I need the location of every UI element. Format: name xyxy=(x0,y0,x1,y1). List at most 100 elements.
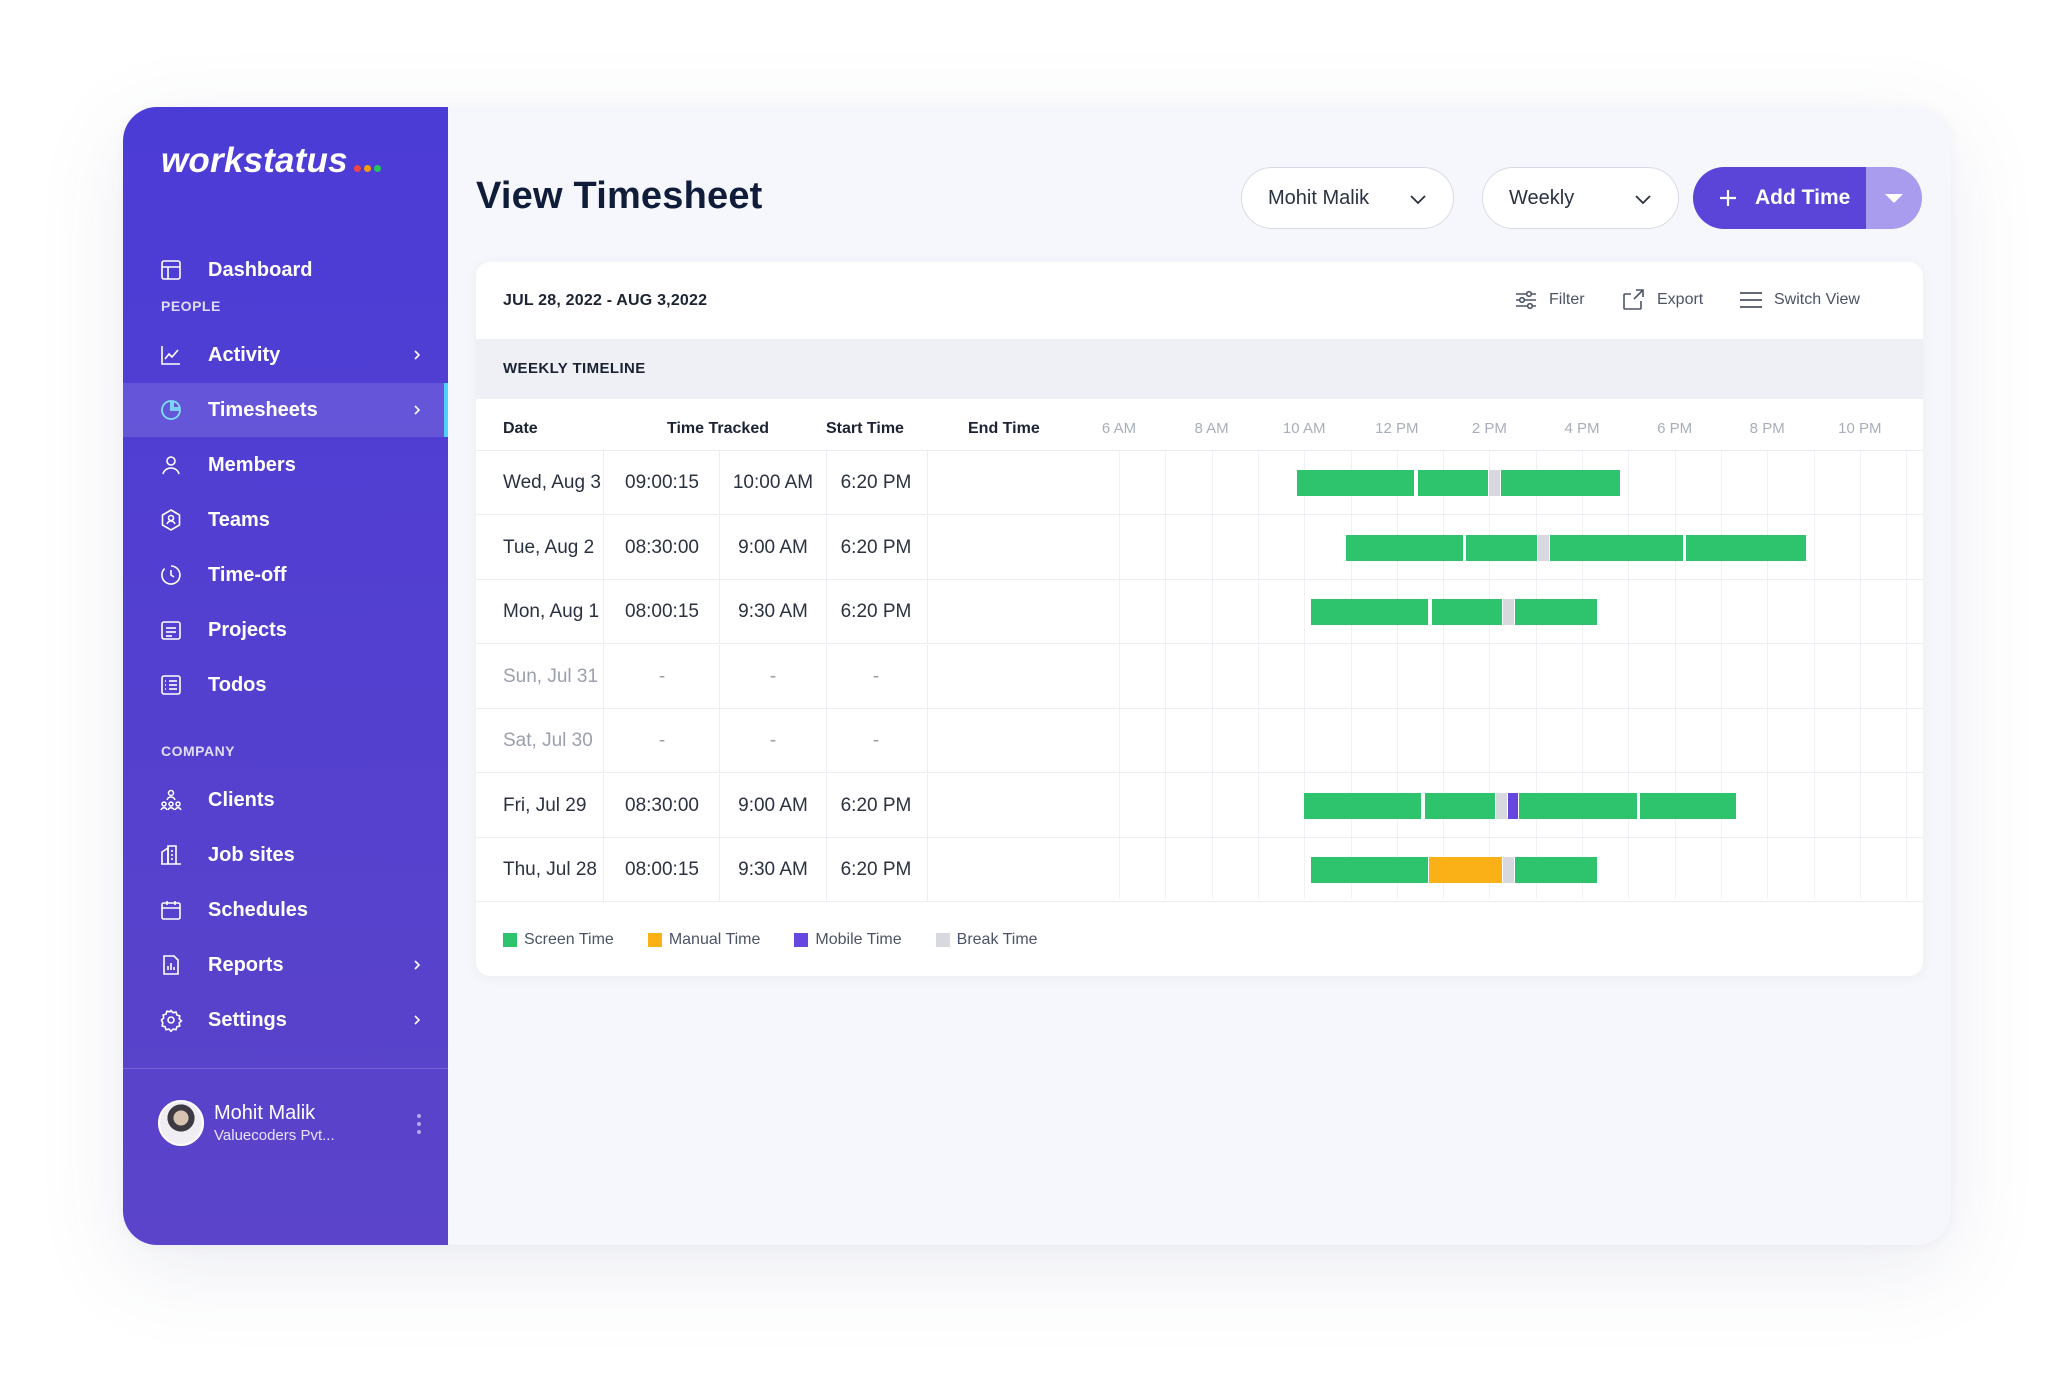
user-name: Mohit Malik xyxy=(214,1102,316,1124)
break-time-segment[interactable] xyxy=(1503,857,1514,883)
column-separator xyxy=(826,515,827,580)
screen-time-segment[interactable] xyxy=(1466,534,1537,561)
timeline-gridline xyxy=(1720,451,1722,899)
column-separator xyxy=(927,515,928,580)
cell-date: Thu, Jul 28 xyxy=(503,859,597,880)
screen-time-segment[interactable] xyxy=(1417,470,1489,496)
sidebar-item-teams[interactable]: Teams xyxy=(123,493,448,547)
timeline-tick-label: 10 AM xyxy=(1282,420,1326,437)
add-time-dropdown-toggle[interactable] xyxy=(1866,167,1922,229)
workstatus-logo[interactable]: workstatus xyxy=(161,141,381,185)
sidebar-item-timesheets[interactable]: Timesheets xyxy=(123,383,448,437)
sidebar-item-label: Reports xyxy=(208,953,284,976)
sidebar-divider xyxy=(123,1068,448,1069)
timesheet-row[interactable]: Fri, Jul 29 08:30:00 9:00 AM 6:20 PM xyxy=(476,773,1923,838)
screen-time-segment[interactable] xyxy=(1304,792,1422,819)
column-separator xyxy=(603,515,604,580)
caret-down-icon xyxy=(1885,194,1903,203)
screen-time-segment[interactable] xyxy=(1549,534,1683,561)
manual-time-segment[interactable] xyxy=(1429,857,1503,883)
cell-start: 9:30 AM xyxy=(738,859,808,880)
more-options-icon[interactable] xyxy=(416,1112,422,1136)
sidebar: workstatus Dashboard PEOPLE Activity Tim… xyxy=(123,107,448,1245)
mobile-time-segment[interactable] xyxy=(1507,792,1519,819)
sidebar-item-label: Time-off xyxy=(208,563,287,586)
logo-dots xyxy=(353,165,381,172)
sidebar-item-timeoff[interactable]: Time-off xyxy=(123,548,448,602)
column-separator xyxy=(719,838,720,902)
weekly-timeline-header: WEEKLY TIMELINE xyxy=(476,339,1923,399)
screen-time-segment[interactable] xyxy=(1297,470,1415,496)
app-window: workstatus Dashboard PEOPLE Activity Tim… xyxy=(123,107,1951,1245)
timeline-gridline xyxy=(1489,451,1491,899)
screen-time-segment[interactable] xyxy=(1345,534,1463,561)
teams-icon xyxy=(161,509,181,531)
sidebar-item-activity[interactable]: Activity xyxy=(123,328,448,382)
timesheet-row[interactable]: Sun, Jul 31 - - - xyxy=(476,644,1923,709)
export-button[interactable]: Export xyxy=(1621,284,1703,316)
column-separator xyxy=(826,773,827,838)
calendar-icon xyxy=(161,901,181,920)
cell-end: 6:20 PM xyxy=(840,536,912,558)
screen-time-segment[interactable] xyxy=(1500,470,1621,496)
sidebar-item-settings[interactable]: Settings xyxy=(123,993,448,1047)
column-separator xyxy=(719,451,720,515)
break-time-segment[interactable] xyxy=(1538,534,1549,561)
sidebar-item-label: Todos xyxy=(208,673,267,696)
break-time-segment[interactable] xyxy=(1496,792,1507,819)
column-separator xyxy=(927,451,928,515)
timeline-gridline xyxy=(1859,451,1861,899)
timesheet-row[interactable]: Sat, Jul 30 - - - xyxy=(476,709,1923,773)
sidebar-item-clients[interactable]: Clients xyxy=(123,773,448,827)
screen-time-segment[interactable] xyxy=(1519,792,1637,819)
timesheet-row[interactable]: Wed, Aug 3 09:00:15 10:00 AM 6:20 PM xyxy=(476,451,1923,515)
timeline-tick-label: 4 PM xyxy=(1564,420,1600,437)
cell-date: Tue, Aug 2 xyxy=(503,536,595,558)
break-time-segment[interactable] xyxy=(1489,470,1500,496)
user-profile[interactable]: Mohit Malik Valuecoders Pvt... xyxy=(158,1100,428,1148)
cell-start: 9:00 AM xyxy=(738,536,808,558)
member-select[interactable]: Mohit Malik xyxy=(1241,167,1454,229)
sidebar-item-jobsites[interactable]: Job sites xyxy=(123,828,448,882)
screen-time-segment[interactable] xyxy=(1686,534,1806,561)
cell-tracked: - xyxy=(658,665,666,687)
filter-button[interactable]: Filter xyxy=(1513,284,1585,316)
user-icon xyxy=(162,456,180,475)
cell-tracked: 08:30:00 xyxy=(625,536,699,558)
timesheet-row[interactable]: Tue, Aug 2 08:30:00 9:00 AM 6:20 PM xyxy=(476,515,1923,580)
column-separator xyxy=(603,580,604,644)
sidebar-item-dashboard[interactable]: Dashboard xyxy=(123,243,448,297)
screen-time-segment[interactable] xyxy=(1639,792,1737,819)
timesheet-row[interactable]: Thu, Jul 28 08:00:15 9:30 AM 6:20 PM xyxy=(476,838,1923,902)
sidebar-item-members[interactable]: Members xyxy=(123,438,448,492)
break-time-segment[interactable] xyxy=(1503,599,1514,625)
screen-time-segment[interactable] xyxy=(1311,599,1429,625)
gear-icon xyxy=(160,1009,183,1032)
timesheet-row[interactable]: Mon, Aug 1 08:00:15 9:30 AM 6:20 PM xyxy=(476,580,1923,644)
cell-end: - xyxy=(872,730,880,751)
switch-view-button[interactable]: Switch View xyxy=(1738,284,1860,316)
sidebar-item-label: Settings xyxy=(208,1008,287,1031)
column-separator xyxy=(927,580,928,644)
timeline-gridline xyxy=(1211,451,1213,899)
sidebar-item-label: Teams xyxy=(208,508,270,531)
sidebar-item-todos[interactable]: Todos xyxy=(123,658,448,712)
screen-time-segment[interactable] xyxy=(1311,857,1429,883)
screen-time-segment[interactable] xyxy=(1514,599,1598,625)
add-time-button[interactable]: Add Time xyxy=(1693,167,1866,229)
legend-item-mobile: Mobile Time xyxy=(794,931,902,949)
timeline-gridline xyxy=(1813,451,1815,899)
column-separator xyxy=(603,838,604,902)
column-separator xyxy=(927,773,928,838)
sidebar-item-schedules[interactable]: Schedules xyxy=(123,883,448,937)
sidebar-item-projects[interactable]: Projects xyxy=(123,603,448,657)
timeline-tick-label: 6 PM xyxy=(1657,420,1693,437)
screen-time-segment[interactable] xyxy=(1431,599,1503,625)
period-select[interactable]: Weekly xyxy=(1482,167,1679,229)
sliders-icon xyxy=(1516,290,1536,310)
screen-time-segment[interactable] xyxy=(1424,792,1496,819)
timeline-tick-label: 10 PM xyxy=(1838,420,1882,437)
column-start-time: Start Time xyxy=(826,420,904,437)
screen-time-segment[interactable] xyxy=(1514,857,1598,883)
sidebar-item-reports[interactable]: Reports xyxy=(123,938,448,992)
